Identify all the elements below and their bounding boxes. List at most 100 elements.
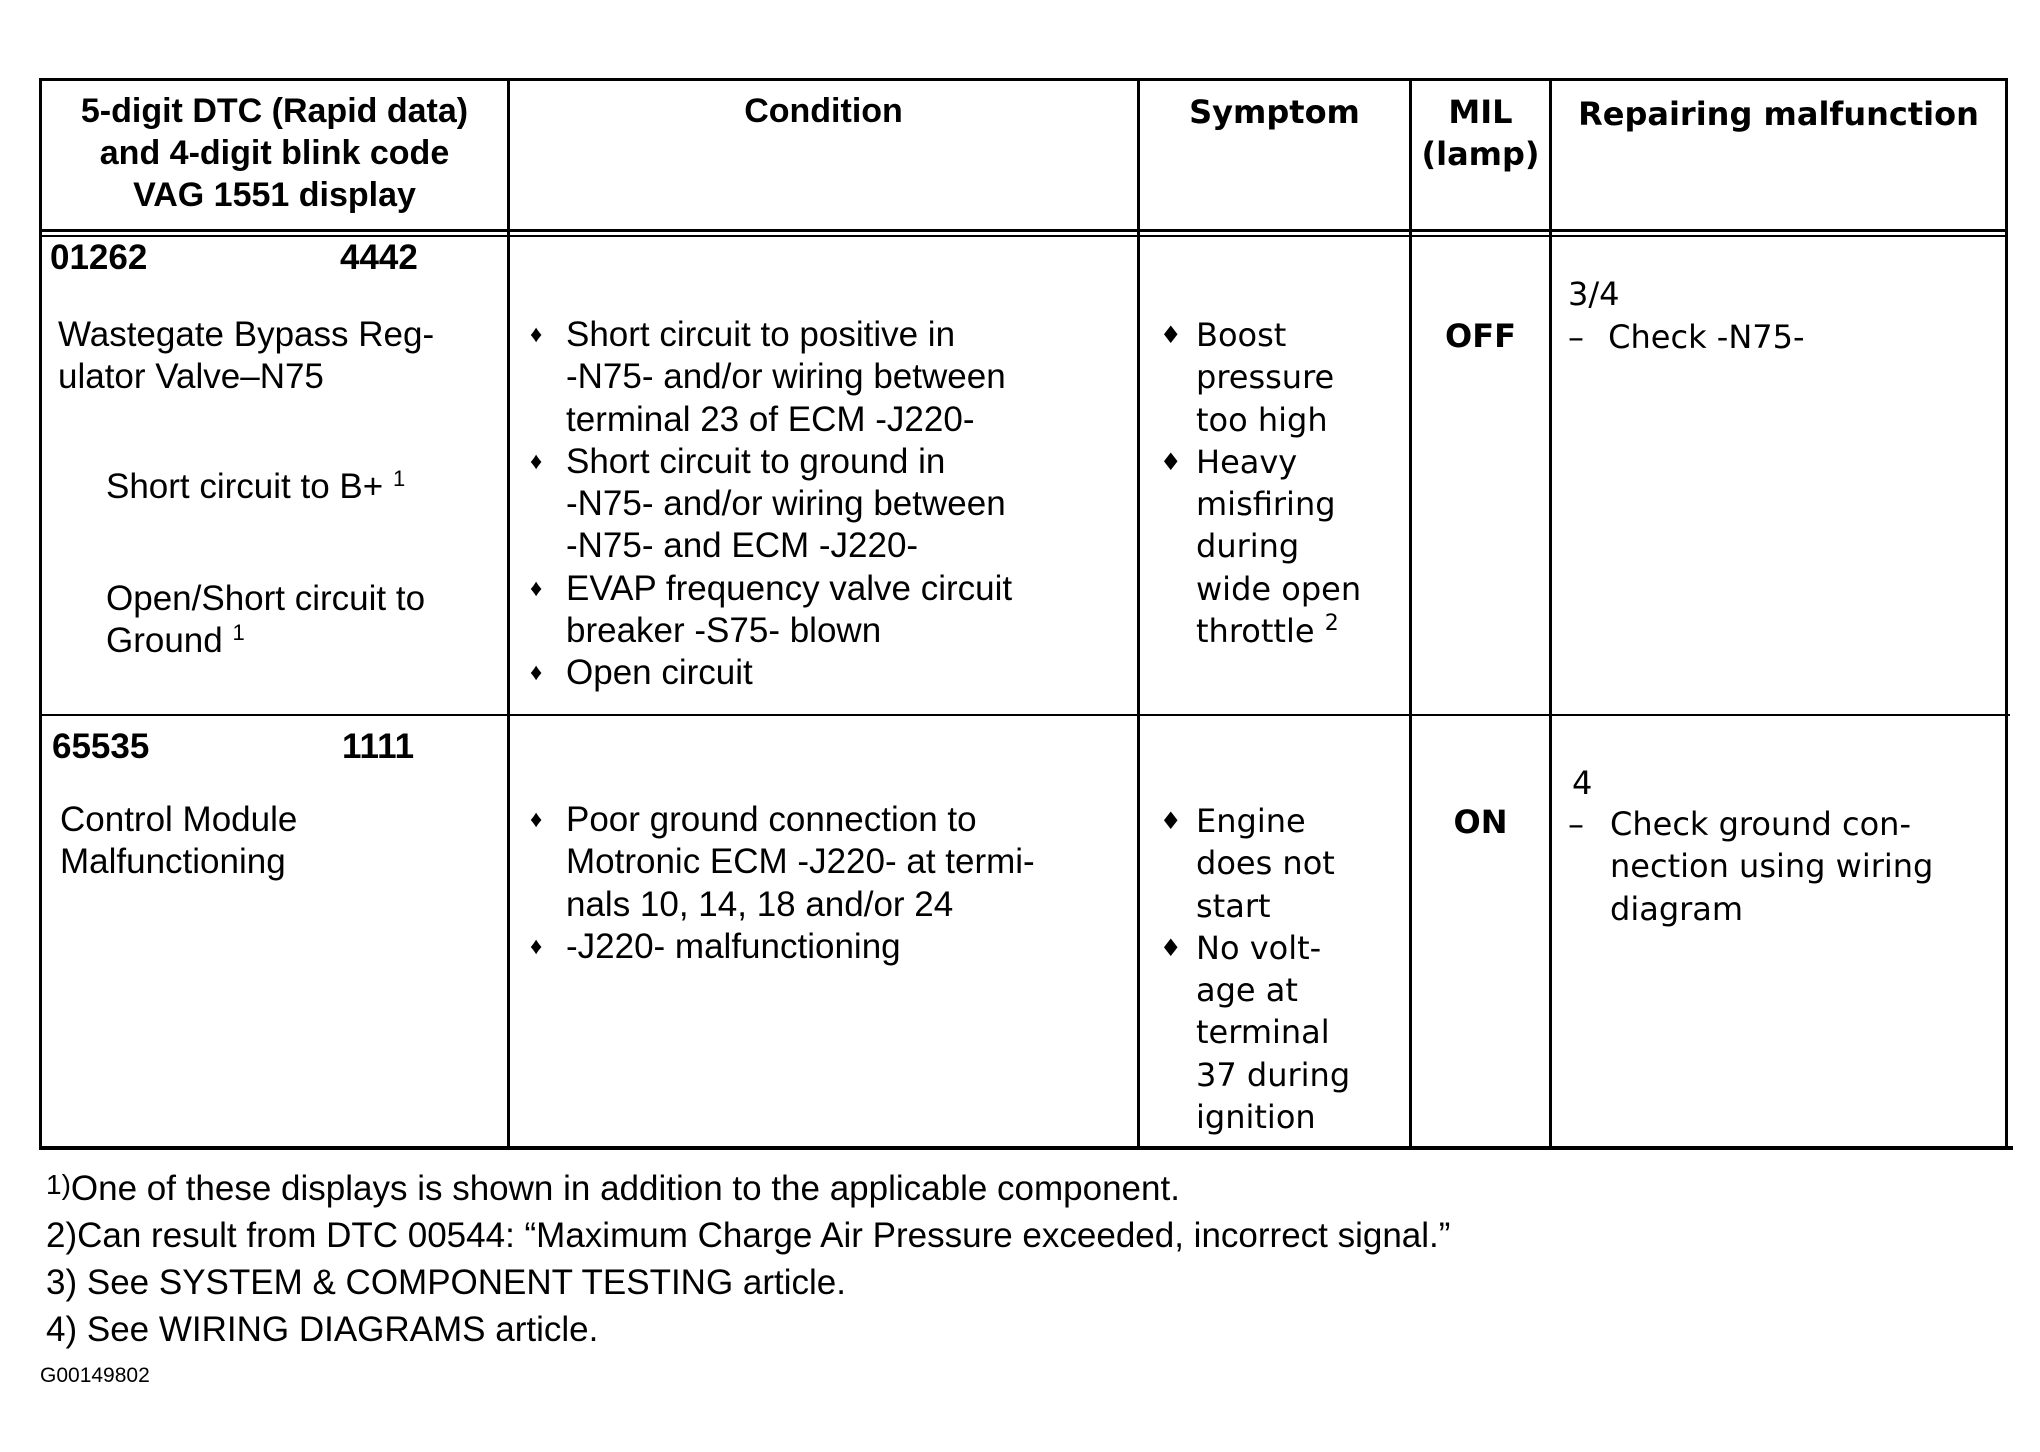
text-line: Poor ground connection to — [566, 800, 977, 839]
header-mil: MIL (lamp) — [1412, 91, 1549, 175]
footnote-text: One of these displays is shown in additi… — [70, 1169, 1180, 1208]
text-line: Open circuit — [566, 653, 753, 693]
text-line: Check -N75- — [1608, 318, 1805, 356]
bullet-diamond-icon: ♦ — [530, 321, 543, 348]
footnote: 3) See SYSTEM & COMPONENT TESTING articl… — [46, 1261, 846, 1305]
header-symptom: Symptom — [1189, 93, 1360, 131]
bullet-diamond-icon: ♦ — [530, 806, 543, 833]
text-line: No volt- — [1196, 928, 1322, 967]
text-line: breaker -S75- blown — [566, 611, 882, 651]
text-line: -N75- and/or wiring between — [566, 357, 1006, 397]
blink-code: 1111 — [342, 727, 415, 766]
text-line: Short circuit to B+ — [106, 467, 384, 506]
footnote-number: 4) — [46, 1310, 78, 1349]
bullet-diamond-icon: ♦ — [530, 574, 543, 602]
header-mil-line: (lamp) — [1421, 135, 1540, 173]
header-condition: Condition — [744, 92, 903, 130]
header-dtc-line: VAG 1551 display — [133, 176, 416, 214]
repair-step: – Check ground con- nection using wiring… — [1568, 803, 1933, 930]
text-line: Heavy — [1196, 442, 1298, 481]
symptom-list: ♦ Boost pressure too high ♦ Heavy misfir… — [1160, 314, 1361, 652]
condition-list: ♦ Poor ground connection to Motronic ECM… — [530, 799, 1035, 968]
bullet-diamond-icon: ♦ — [1160, 321, 1182, 349]
table-border-right — [2005, 78, 2008, 1150]
text-line: Malfunctioning — [60, 842, 286, 882]
text-line: age at — [1196, 971, 1298, 1010]
text-line: during — [1196, 527, 1300, 566]
bullet-diamond-icon: ♦ — [530, 932, 543, 960]
condition-item: ♦ EVAP frequency valve circuit breaker -… — [530, 568, 1012, 653]
text-line: Wastegate Bypass Reg- — [58, 315, 435, 354]
table-border-bottom — [39, 1146, 2013, 1150]
footnote: 1)One of these displays is shown in addi… — [46, 1163, 1180, 1211]
bullet-diamond-icon: ♦ — [1160, 933, 1182, 962]
footnote: 2)Can result from DTC 00544: “Maximum Ch… — [46, 1214, 1450, 1258]
text-line: throttle — [1196, 612, 1315, 651]
condition-list: ♦ Short circuit to positive in -N75- and… — [530, 314, 1012, 695]
repair-step: – Check -N75- — [1568, 316, 1805, 358]
text-line: terminal — [1196, 1013, 1330, 1052]
footnote-number: 3) — [46, 1263, 78, 1302]
text-line: -N75- and/or wiring between — [566, 484, 1006, 524]
condition-item: ♦ -J220- malfunctioning — [530, 926, 1035, 968]
footnote: 4) See WIRING DIAGRAMS article. — [46, 1308, 598, 1352]
symptom-item: ♦ Heavy misfiring during wide open throt… — [1160, 441, 1361, 652]
header-dtc-line: 5-digit DTC (Rapid data) — [80, 92, 469, 130]
text-line: Check ground con- — [1610, 805, 1911, 843]
footnote-ref: 1 — [392, 466, 406, 491]
header-mil-line: MIL — [1448, 93, 1513, 131]
text-line: wide open — [1196, 569, 1362, 608]
bullet-diamond-icon: ♦ — [530, 659, 543, 687]
footnote-number: 2) — [46, 1216, 78, 1255]
column-divider — [1137, 78, 1140, 1150]
condition-item: ♦ Poor ground connection to Motronic ECM… — [530, 799, 1035, 926]
text-line: Boost — [1196, 316, 1287, 354]
footnote-text: See WIRING DIAGRAMS article. — [77, 1310, 599, 1349]
text-line: Ground — [106, 621, 223, 661]
condition-item: ♦ Open circuit — [530, 652, 1012, 694]
footnote-number: 1) — [46, 1169, 71, 1200]
header-dtc-line: and 4-digit blink code — [99, 134, 450, 172]
symptom-item: ♦ Boost pressure too high — [1160, 314, 1361, 441]
column-divider — [1409, 78, 1412, 1150]
text-line: -N75- and ECM -J220- — [566, 526, 919, 566]
component-name: Control Module Malfunctioning — [60, 799, 297, 884]
text-line: diagram — [1610, 889, 1744, 928]
header-repair: Repairing malfunction — [1578, 95, 1979, 133]
bullet-diamond-icon: ♦ — [530, 447, 543, 475]
text-line: 37 during — [1196, 1055, 1351, 1094]
text-line: terminal 23 of ECM -J220- — [566, 399, 975, 439]
mil-status: OFF — [1445, 317, 1516, 355]
row-divider — [39, 714, 2010, 716]
text-line: nection using wiring — [1610, 847, 1934, 886]
display-short-bplus: Short circuit to B+ 1 — [106, 466, 405, 508]
blink-code: 4442 — [340, 238, 418, 277]
dtc-code: 65535 — [52, 727, 150, 766]
footnote-ref: 1 — [232, 620, 245, 646]
text-line: pressure — [1196, 358, 1335, 397]
column-divider — [1549, 78, 1552, 1150]
repair-ref: 3/4 — [1568, 275, 1620, 313]
mil-status: ON — [1453, 803, 1508, 841]
footnote-text: Can result from DTC 00544: “Maximum Char… — [77, 1216, 1451, 1255]
figure-id: G00149802 — [40, 1364, 150, 1387]
footnote-ref: 2 — [1324, 611, 1339, 637]
text-line: -J220- malfunctioning — [566, 926, 901, 966]
header-dtc: 5-digit DTC (Rapid data) and 4-digit bli… — [42, 90, 507, 216]
dtc-code: 01262 — [50, 238, 148, 277]
text-line: nals 10, 14, 18 and/or 24 — [566, 884, 954, 924]
text-line: Motronic ECM -J220- at termi- — [566, 842, 1035, 882]
text-line: ignition — [1196, 1098, 1316, 1137]
condition-item: ♦ Short circuit to positive in -N75- and… — [530, 314, 1012, 441]
symptom-item: ♦ Engine does not start — [1160, 800, 1350, 927]
text-line: Control Module — [60, 800, 298, 839]
display-open-short-ground: Open/Short circuit to Ground 1 — [106, 578, 425, 663]
table-border-top — [39, 78, 2005, 81]
condition-item: ♦ Short circuit to ground in -N75- and/o… — [530, 441, 1012, 568]
text-line: too high — [1196, 400, 1328, 439]
text-line: misfiring — [1196, 485, 1336, 524]
text-line: Short circuit to ground in — [566, 441, 946, 481]
component-name: Wastegate Bypass Reg- ulator Valve–N75 — [58, 314, 434, 399]
header-divider — [39, 235, 2005, 237]
symptom-list: ♦ Engine does not start ♦ No volt- age a… — [1160, 800, 1350, 1138]
